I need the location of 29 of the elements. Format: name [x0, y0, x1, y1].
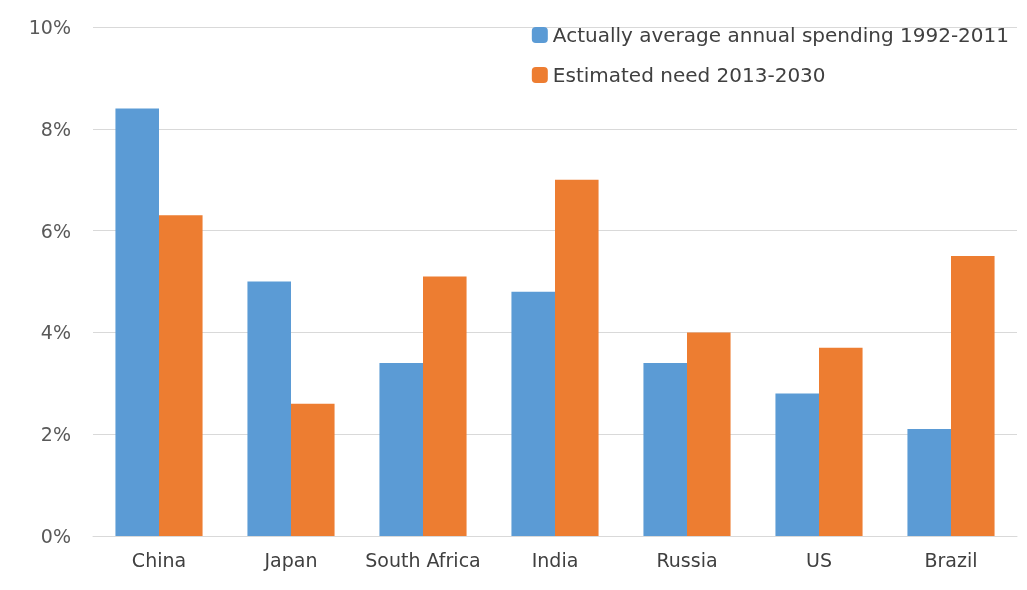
bar	[159, 215, 203, 536]
legend-label: Estimated need 2013-2030	[552, 63, 826, 87]
bar	[907, 429, 951, 536]
x-tick-label: South Africa	[365, 548, 481, 571]
bar	[511, 291, 555, 536]
bar	[423, 276, 467, 536]
bar	[555, 179, 599, 536]
x-tick-label: Japan	[263, 548, 318, 571]
legend-label: Actually average annual spending 1992-2011	[552, 23, 1010, 47]
bar	[379, 362, 423, 536]
bar	[687, 332, 731, 536]
y-tick-label: 0%	[40, 525, 71, 547]
x-tick-label: Russia	[656, 548, 718, 571]
bar	[819, 347, 863, 536]
x-tick-label: US	[806, 548, 832, 571]
x-tick-label: China	[131, 548, 187, 571]
y-tick-label: 4%	[40, 321, 71, 344]
y-tick-label: 8%	[40, 117, 71, 140]
bar	[291, 403, 335, 536]
x-tick-label: Brazil	[924, 548, 978, 571]
bar	[247, 281, 291, 536]
y-tick-label: 2%	[40, 423, 71, 446]
bar	[951, 256, 995, 536]
bar	[775, 393, 819, 536]
y-tick-label: 6%	[40, 219, 71, 242]
bar	[643, 362, 687, 536]
x-tick-label: India	[531, 548, 579, 571]
y-tick-label: 10%	[28, 16, 71, 38]
bar	[115, 108, 159, 536]
